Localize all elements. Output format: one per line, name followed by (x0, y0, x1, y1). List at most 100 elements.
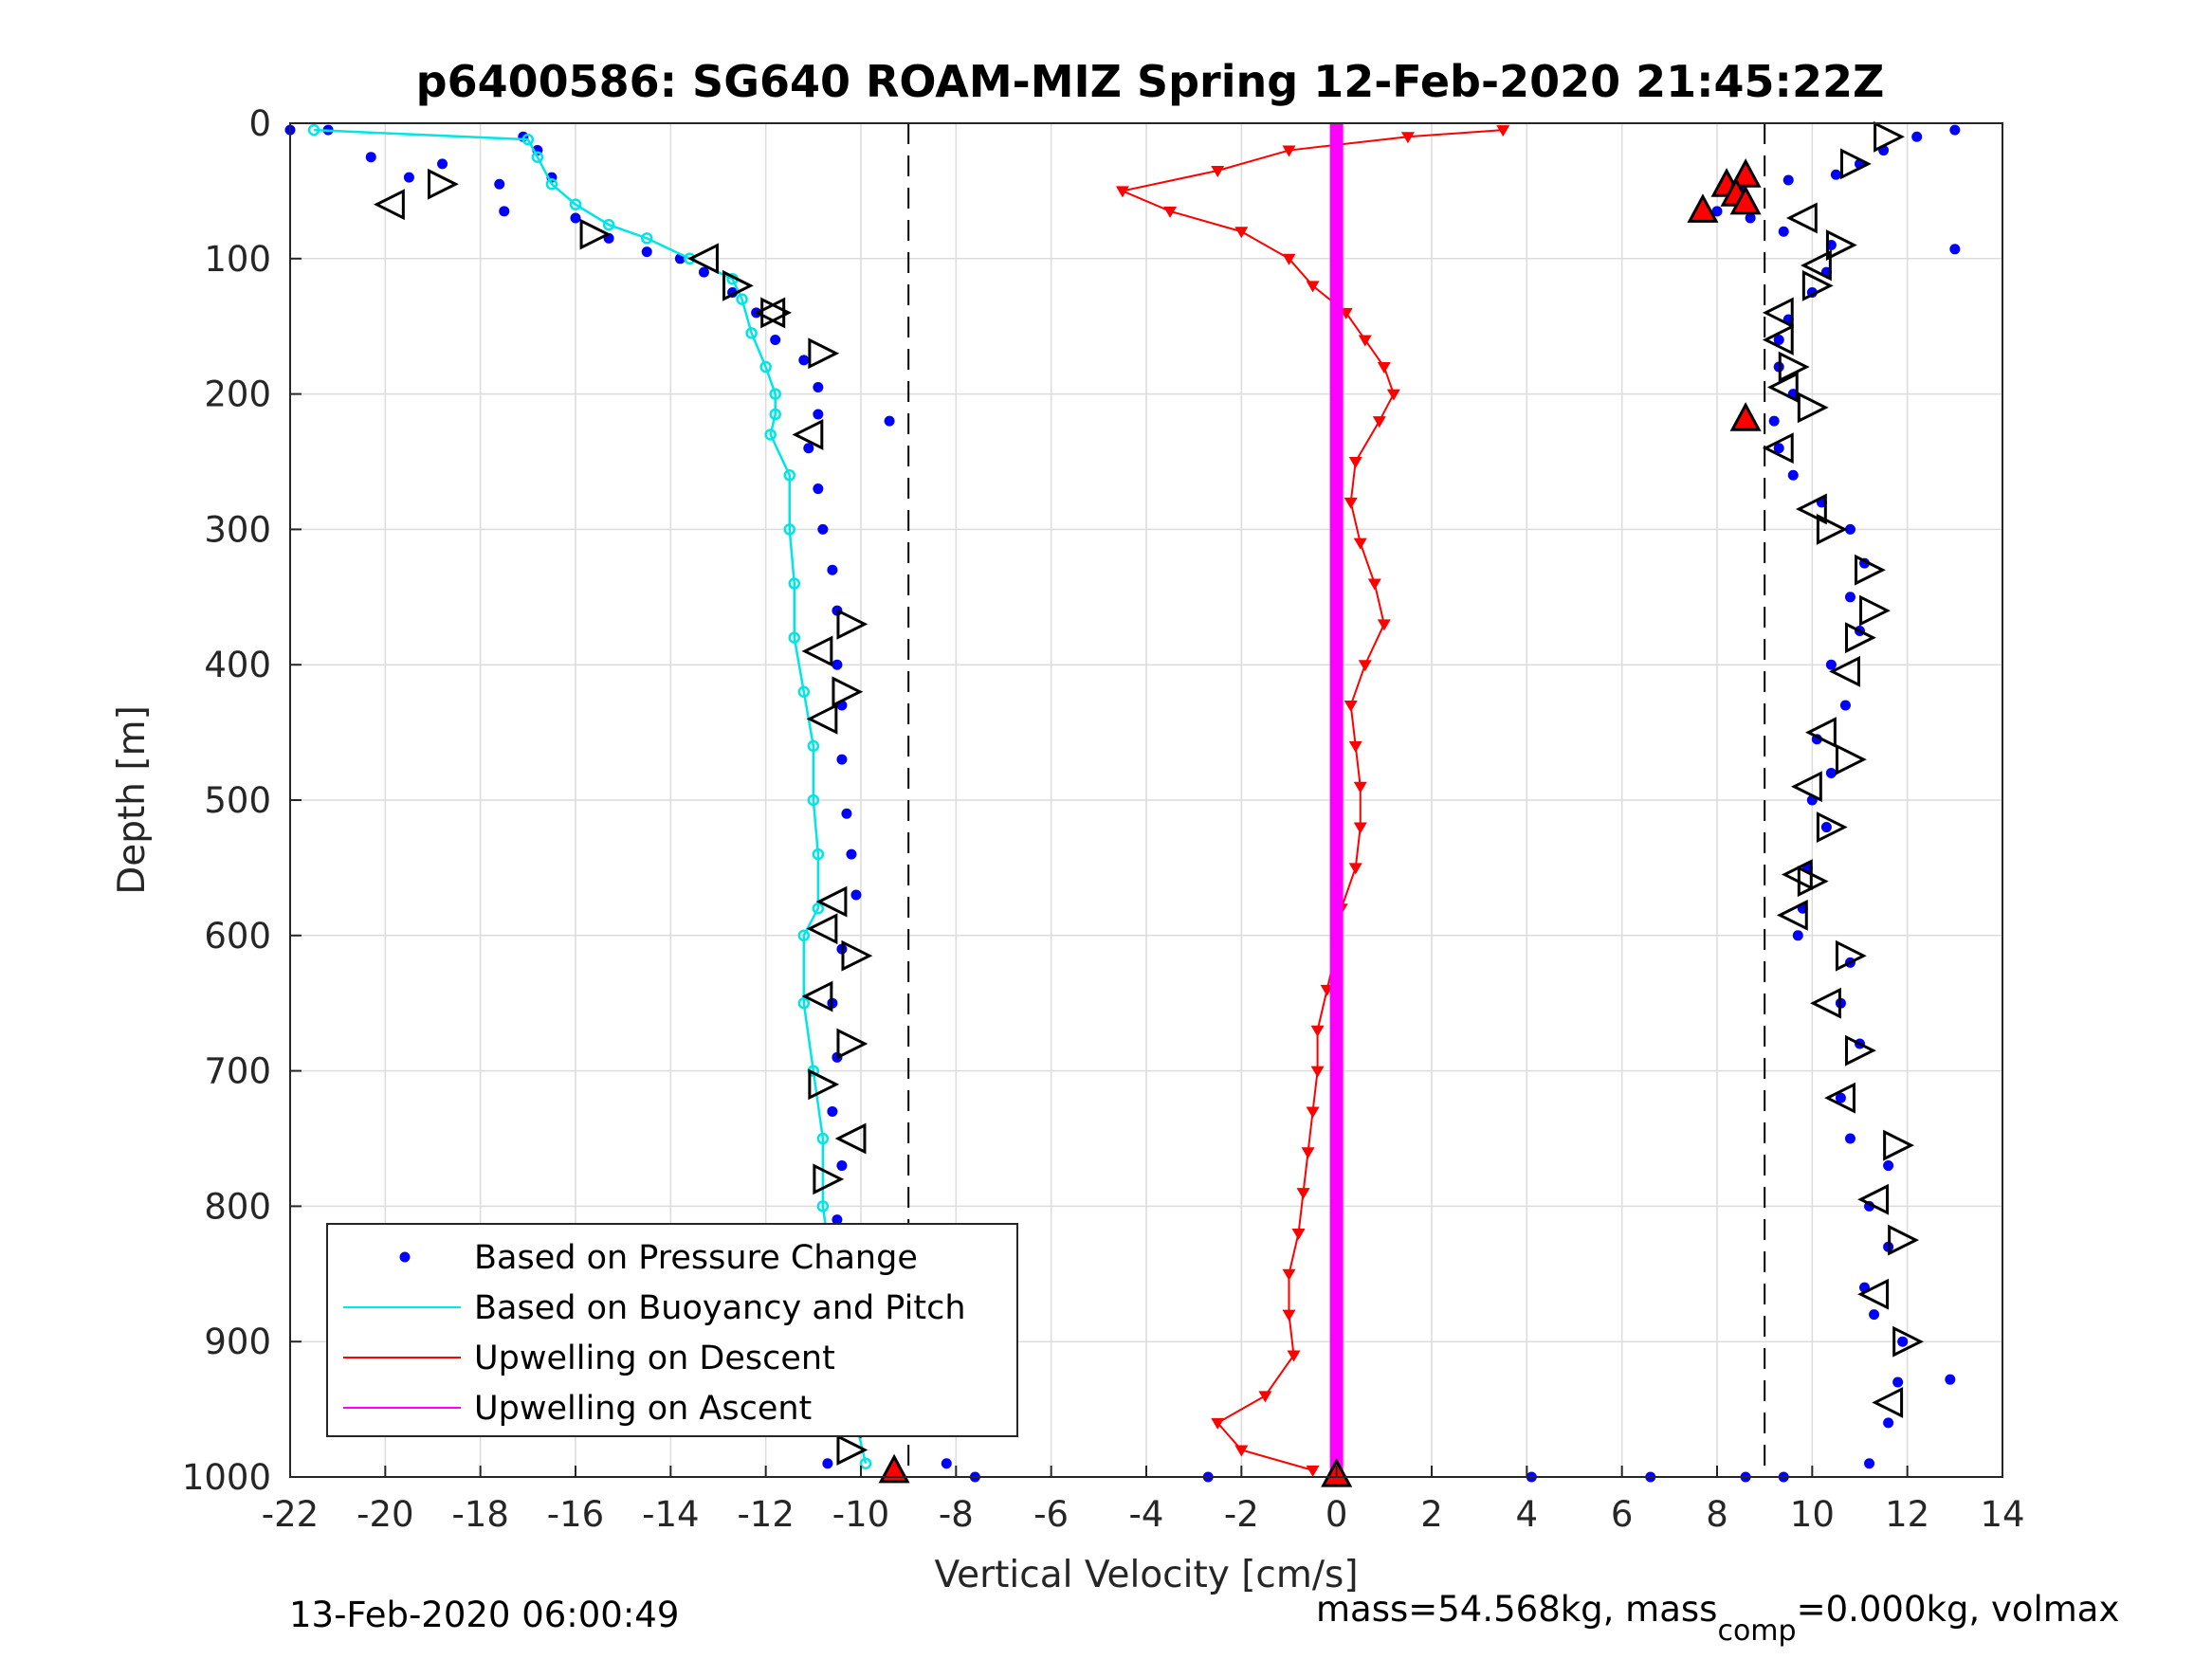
pressure-change-point (1768, 415, 1780, 427)
pressure-change-point (1820, 822, 1832, 833)
left-triangle-marker (687, 243, 719, 275)
pressure-change-point (499, 206, 510, 217)
pressure-change-point (803, 443, 814, 454)
left-triangle-marker (1762, 297, 1794, 329)
left-triangle-marker (1810, 987, 1841, 1019)
x-tick-label: -2 (1224, 1494, 1259, 1535)
left-triangle-marker (1795, 493, 1827, 525)
pressure-change-point (1864, 1458, 1875, 1469)
right-triangle-marker (836, 608, 868, 640)
pressure-change-point (1773, 443, 1784, 454)
right-triangle-marker (579, 218, 612, 250)
upwelling-descent-point (1115, 186, 1129, 198)
upwelling-descent-point (1287, 1350, 1301, 1362)
y-tick-label: 600 (204, 916, 271, 957)
buoyancy-pitch-point (745, 327, 758, 339)
left-triangle-marker (1762, 324, 1794, 356)
buoyancy-pitch-point (641, 232, 653, 245)
x-axis-ticks: -22 -20 -18 -16 -14 -12 -10 -8 -6 -4 -2 0 2 4 6 8 10 12 14 (262, 1466, 2025, 1535)
x-tick-label: 14 (1980, 1494, 2024, 1535)
left-triangle-marker (1824, 1082, 1856, 1114)
pressure-change-point (817, 523, 829, 535)
x-tick-label: -4 (1129, 1494, 1164, 1535)
pressure-change-point (437, 158, 448, 170)
right-triangle-marker (1816, 513, 1848, 545)
x-tick-label: -20 (356, 1494, 413, 1535)
event-triangle-marker (878, 1453, 910, 1484)
y-tick-label: 800 (204, 1186, 271, 1227)
pressure-change-point (1745, 212, 1756, 224)
pressure-change-point (1892, 1376, 1904, 1388)
pressure-change-point (832, 659, 843, 670)
upwelling-descent-point (1310, 1066, 1325, 1078)
right-triangle-marker (813, 1163, 845, 1195)
left-triangle-marker (806, 702, 838, 735)
y-tick-label: 0 (248, 103, 271, 144)
buoyancy-pitch-point (797, 929, 811, 942)
buoyancy-pitch-point (684, 252, 696, 265)
pressure-change-point (1792, 930, 1803, 941)
upwelling-descent-point (1282, 145, 1296, 157)
pressure-change-point (1711, 206, 1723, 217)
upwelling-descent-point (1353, 538, 1367, 550)
legend-label: Based on Pressure Change (474, 1239, 918, 1277)
right-triangle-marker (832, 676, 864, 708)
left-triangle-marker (801, 980, 833, 1012)
upwelling-descent-point (1211, 1417, 1225, 1430)
pressure-change-point (1869, 1309, 1880, 1321)
right-triangle-marker (1825, 229, 1857, 261)
right-triangle-marker (1816, 811, 1848, 843)
y-axis-label: Depth [m] (111, 705, 154, 895)
right-triangle-marker (760, 297, 793, 329)
right-triangle-marker (836, 1028, 868, 1060)
y-tick-label: 500 (204, 780, 271, 821)
right-triangle-marker (722, 269, 754, 301)
buoyancy-pitch-point (797, 996, 811, 1010)
upwelling-descent-point (1234, 227, 1249, 239)
pressure-change-point (827, 1105, 838, 1117)
right-triangle-marker (428, 168, 459, 200)
legend-box (326, 1223, 1018, 1437)
buoyancy-pitch-point (531, 151, 544, 163)
buoyancy-pitch-point (769, 408, 781, 421)
left-triangle-marker (1776, 899, 1808, 931)
pressure-change-point (836, 1160, 848, 1172)
upwelling-descent-point (1358, 660, 1372, 672)
left-triangle-marker (1790, 771, 1822, 803)
legend-swatch (399, 1251, 411, 1263)
upwelling-descent-point (1353, 781, 1367, 793)
legend-label: Upwelling on Descent (474, 1340, 835, 1377)
pressure-change-point (641, 246, 652, 258)
buoyancy-pitch-point (812, 902, 825, 915)
buoyancy-pitch-point (759, 360, 772, 374)
x-tick-label: -8 (939, 1494, 974, 1535)
left-triangle-marker (1857, 1278, 1890, 1310)
x-tick-label: 2 (1420, 1494, 1443, 1535)
pressure-change-point (1778, 226, 1789, 237)
y-tick-label: 400 (204, 645, 271, 685)
right-triangle-marker (1835, 743, 1867, 775)
buoyancy-pitch-point (797, 685, 811, 699)
left-triangle-marker (1829, 655, 1860, 687)
buoyancy-pitch-point (783, 469, 795, 482)
pressure-change-point (813, 483, 824, 495)
upwelling-descent-point (1234, 1445, 1249, 1457)
buoyancy-pitch-point (859, 1457, 872, 1469)
buoyancy-pitch-point (545, 178, 558, 191)
legend: Based on Pressure Change Based on Buoyanc… (326, 1223, 1018, 1437)
pressure-change-point (850, 889, 862, 901)
x-tick-label: -10 (832, 1494, 889, 1535)
pressure-change-point (1883, 1417, 1894, 1429)
left-triangle-marker (1872, 1387, 1904, 1418)
right-triangle-marker (836, 1434, 868, 1466)
right-triangle-marker (1859, 594, 1891, 627)
pressure-change-point (941, 1458, 952, 1469)
event-triangle-marker (1687, 193, 1719, 223)
pressure-change-point (846, 848, 857, 860)
pressure-change-point (1787, 469, 1799, 481)
footer-mass-suffix: =0.000kg, volmax (1797, 1589, 2120, 1630)
x-tick-label: 8 (1706, 1494, 1728, 1535)
upwelling-descent-point (1496, 125, 1510, 137)
y-tick-label: 300 (204, 509, 271, 550)
